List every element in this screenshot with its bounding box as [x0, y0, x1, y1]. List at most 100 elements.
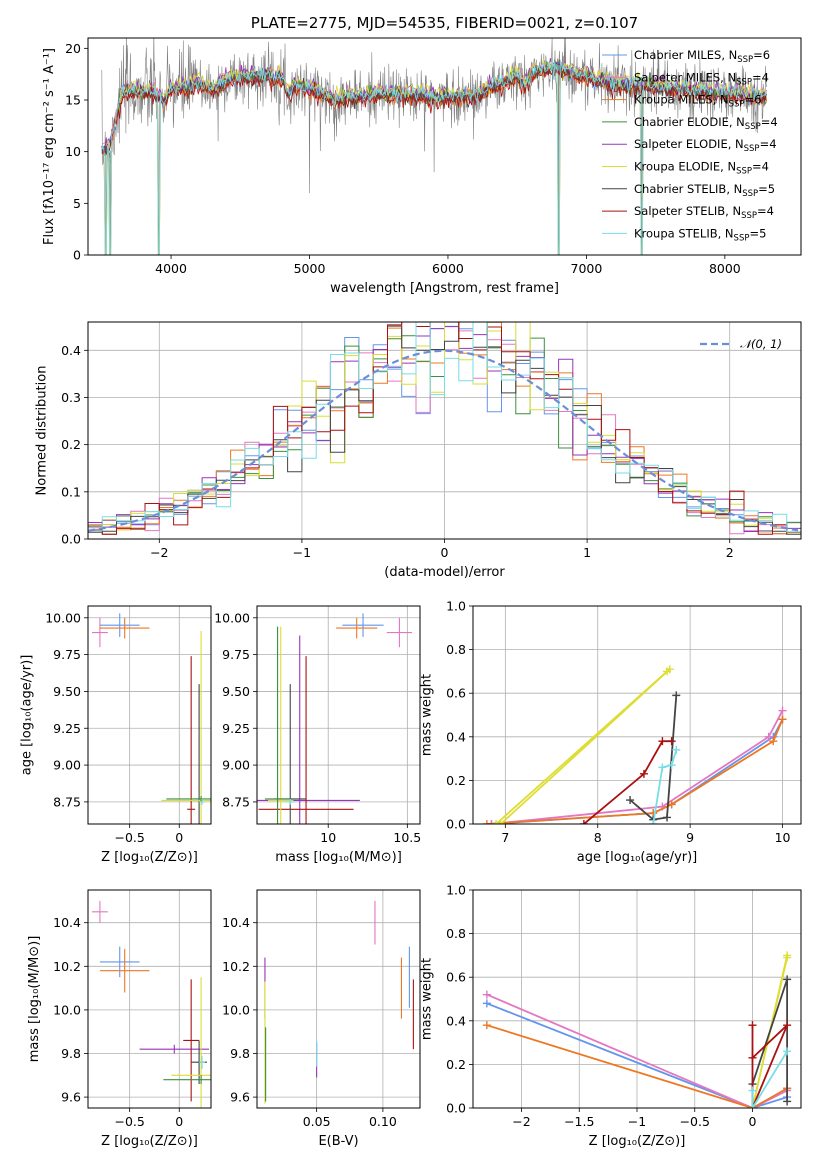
x-tick-label: −0.5 — [114, 830, 144, 845]
weight-marker — [783, 953, 792, 962]
legend-label-tail: =4 — [760, 137, 777, 151]
legend-label-main: Kroupa STELIB, N — [634, 226, 734, 240]
y-axis-label: mass [log₁₀(M/M⊙)] — [27, 936, 42, 1063]
y-tick-label: 9.8 — [61, 1046, 81, 1061]
weight-line-kroupa-elodie — [495, 668, 671, 824]
weight-marker — [764, 732, 773, 741]
legend-label-sub: SSP — [737, 55, 753, 65]
y-tick-label: 20 — [65, 41, 81, 56]
x-axis-label: Z [log₁₀(Z/Z⊙)] — [101, 1134, 198, 1149]
y-tick-label: 10.0 — [222, 1002, 250, 1017]
weight-marker — [626, 796, 635, 805]
legend-label-sub: SSP — [729, 100, 745, 110]
weight-marker — [482, 999, 491, 1008]
y-tick-label: 0.0 — [446, 1101, 466, 1116]
x-tick-label: −2 — [512, 1114, 530, 1129]
y-tick-label: 5 — [73, 196, 81, 211]
y-tick-label: 0.0 — [446, 817, 466, 832]
x-tick-label: 9 — [686, 830, 694, 845]
legend-label-main: Chabrier ELODIE, N — [634, 115, 745, 129]
errorbar-point — [139, 1044, 210, 1054]
legend-label: Chabrier MILES, NSSP=6 — [634, 48, 770, 65]
errorbar-point — [99, 617, 150, 639]
legend-label-sub: SSP — [744, 144, 760, 154]
x-tick-label: 5000 — [294, 261, 326, 276]
x-tick-label: 10.5 — [393, 830, 421, 845]
errorbar-point — [199, 1055, 206, 1069]
legend-label-sub: SSP — [736, 77, 752, 87]
weight-line-salpeter-miles — [491, 710, 784, 824]
y-tick-label: 10.00 — [214, 610, 250, 625]
legend-label-tail: =6 — [744, 93, 761, 107]
axes-frame — [87, 889, 212, 1109]
weight-marker — [482, 990, 491, 999]
x-tick-label: −1 — [628, 1114, 646, 1129]
legend-label: Chabrier ELODIE, NSSP=4 — [634, 115, 778, 132]
weight-marker — [783, 1021, 792, 1030]
y-axis-label: age [log₁₀(age/yr)] — [20, 655, 35, 776]
legend-label-sub: SSP — [745, 122, 761, 132]
y-tick-label: 0.3 — [61, 390, 81, 405]
errorbar-point — [187, 656, 196, 824]
errorbar-point — [264, 626, 291, 824]
axes-frame — [256, 889, 421, 1109]
y-tick-label: 10.0 — [53, 1002, 81, 1017]
weight-marker — [783, 1047, 792, 1056]
weight-marker — [667, 761, 676, 770]
y-tick-label: 9.25 — [53, 721, 81, 736]
legend-label-sub: SSP — [736, 167, 752, 177]
y-tick-label: 0.8 — [446, 926, 466, 941]
x-axis-label: (data-model)/error — [384, 565, 505, 580]
y-tick-label: 9.75 — [222, 647, 250, 662]
normal-curve — [88, 349, 799, 532]
legend-label-sub: SSP — [742, 189, 758, 199]
errorbar-point — [258, 656, 354, 824]
y-tick-label: 0.1 — [61, 484, 81, 499]
weight-marker — [672, 745, 681, 754]
axes-frame — [472, 889, 802, 1109]
legend-label-main: Kroupa ELODIE, N — [634, 160, 736, 174]
weight-marker — [492, 820, 501, 824]
legend-label-main: Chabrier STELIB, N — [634, 182, 742, 196]
legend-label-tail: =4 — [757, 204, 774, 218]
x-tick-label: 2 — [726, 545, 734, 560]
y-tick-label: 1.0 — [446, 599, 466, 614]
x-tick-label: 0.05 — [303, 1114, 331, 1129]
y-tick-label: 10.4 — [222, 915, 250, 930]
y-tick-label: 9.50 — [222, 684, 250, 699]
spectrum-model-salpeter-stelib — [101, 64, 767, 154]
legend-label: Salpeter MILES, NSSP=4 — [634, 70, 769, 87]
errorbar-point — [99, 946, 140, 978]
panel-z-weight: −2 −1.5 −1 −0.5 0 0.0 0.2 0.4 0.6 0.8 1.0 Z [log₁₀(… — [420, 883, 802, 1149]
y-axis-label: mass weight — [420, 958, 435, 1040]
legend-label-tail: =4 — [761, 115, 778, 129]
x-tick-label: −1 — [293, 545, 311, 560]
y-axis-label: Flux [fλ10⁻¹⁷ erg cm⁻² s⁻¹ A⁻¹] — [42, 48, 57, 245]
errorbar-point — [163, 1075, 211, 1085]
weight-marker — [667, 737, 676, 746]
weight-marker — [649, 820, 658, 824]
y-tick-label: 10.00 — [45, 610, 81, 625]
y-tick-label: 9.6 — [230, 1090, 250, 1105]
weight-line-kroupa-miles — [486, 719, 784, 824]
legend-label-main: Chabrier MILES, N — [634, 48, 737, 62]
plot-area-ebv-mass — [264, 900, 414, 1104]
y-axis-label: Normed distribution — [35, 366, 50, 496]
y-tick-label: 10.2 — [53, 959, 81, 974]
y-tick-label: 0.6 — [446, 970, 466, 985]
errorbar-point — [283, 798, 297, 805]
y-tick-label: 15 — [65, 93, 81, 108]
y-tick-label: 0.2 — [446, 773, 466, 788]
x-tick-label: −0.5 — [114, 1114, 144, 1129]
x-tick-label: 0 — [441, 545, 449, 560]
x-tick-label: −2 — [150, 545, 168, 560]
y-tick-label: 0.4 — [446, 1013, 466, 1028]
weight-line-kroupa-miles — [486, 1024, 788, 1108]
plot-area-z-age — [91, 613, 211, 824]
histogram-kroupa-stelib — [88, 322, 801, 533]
errorbar-point — [166, 796, 211, 802]
y-tick-label: 9.8 — [230, 1046, 250, 1061]
weight-marker — [748, 1104, 757, 1108]
weight-marker — [769, 737, 778, 746]
